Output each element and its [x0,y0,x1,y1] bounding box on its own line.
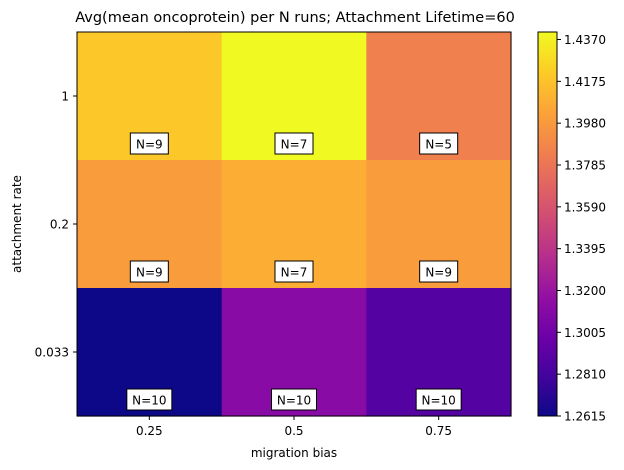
annotation-label: N=9 [425,266,452,280]
colorbar-tick-label: 1.3200 [564,284,606,298]
cell-annotations: N=9 N=7 N=5 N=9 N=7 N=9 N=10 N=10 N=10 [126,132,462,411]
colorbar-tick-label: 1.3785 [564,159,606,173]
colorbar-tick-label: 1.2810 [564,368,606,382]
annotation-box [129,132,169,155]
colorbar-ticks: 1.2615 1.2810 1.3005 1.3200 1.3395 1.3590 1.37… [557,33,606,424]
x-tick-label: 0.25 [136,424,163,438]
annotation-box [415,388,462,411]
annotation-box [126,388,173,411]
annotation-box [129,260,169,283]
y-tick-label: 0.033 [35,346,69,360]
chart-title: Avg(mean oncoprotein) per N runs; Attach… [75,10,515,26]
x-tick-label: 0.75 [425,424,452,438]
annotation-box [274,132,314,155]
x-axis-label: migration bias [251,446,337,460]
annotation-box [271,388,317,411]
annotation-label: N=9 [136,266,163,280]
x-tick-label: 0.5 [284,424,303,438]
annotation-label: N=7 [281,266,308,280]
colorbar-tick-label: 1.4175 [564,75,606,89]
y-tick-label: 0.2 [50,218,69,232]
colorbar-tick-label: 1.3980 [564,117,606,131]
annotation-label: N=9 [136,138,163,152]
colorbar-tick-label: 1.2615 [564,410,606,424]
colorbar [537,31,558,417]
annotation-box [419,260,459,283]
annotation-box [274,260,314,283]
colorbar-tick-label: 1.3005 [564,326,606,340]
annotation-label: N=10 [132,394,166,408]
annotation-label: N=5 [425,138,452,152]
y-axis-ticks: 1 0.2 0.033 [35,90,77,360]
x-axis-ticks: 0.25 0.5 0.75 [136,416,452,438]
annotation-label: N=10 [277,394,311,408]
colorbar-tick-label: 1.4370 [564,33,606,47]
y-axis-label: attachment rate [10,175,24,273]
annotation-label: N=7 [281,138,308,152]
colorbar-tick-label: 1.3590 [564,200,606,214]
heatmap-cells [77,32,512,417]
annotation-label: N=10 [422,394,456,408]
colorbar-tick-label: 1.3395 [564,242,606,256]
y-tick-label: 1 [61,90,69,104]
annotation-box [419,132,459,155]
